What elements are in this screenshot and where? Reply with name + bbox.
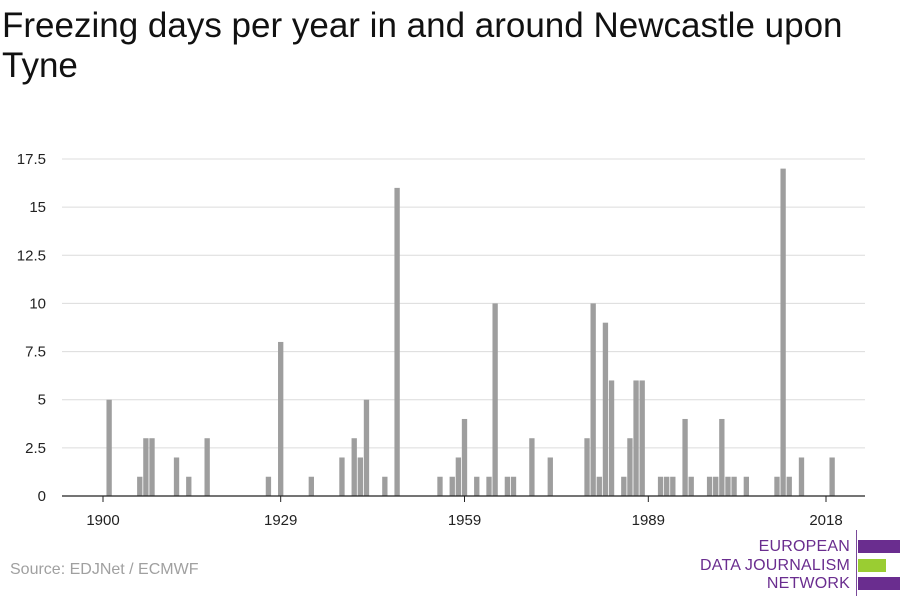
source-note: Source: EDJNet / ECMWF (10, 561, 199, 578)
bar[interactable] (173, 457, 180, 496)
bar[interactable] (621, 476, 627, 496)
bar[interactable] (584, 438, 590, 496)
bar[interactable] (713, 476, 719, 496)
bar[interactable] (547, 457, 553, 496)
bar[interactable] (786, 476, 792, 496)
x-tick-label: 1959 (448, 512, 481, 529)
x-tick-label: 2018 (809, 512, 842, 529)
bar[interactable] (504, 476, 511, 496)
bar[interactable] (186, 476, 192, 496)
bar[interactable] (510, 476, 517, 496)
bar[interactable] (627, 438, 633, 496)
bar[interactable] (639, 380, 645, 496)
bar[interactable] (265, 476, 272, 496)
y-tick-label: 12.5 (17, 247, 46, 264)
bar[interactable] (106, 399, 112, 496)
bar[interactable] (798, 457, 805, 496)
gridlines (62, 158, 865, 449)
logo-text-network: NETWORK (766, 575, 850, 592)
bar[interactable] (486, 476, 492, 496)
logo-text-data-journalism: DATA JOURNALISM (700, 557, 850, 574)
bar[interactable] (529, 438, 535, 496)
edjnet-logo[interactable]: EUROPEAN DATA JOURNALISM NETWORK (700, 530, 900, 600)
bar[interactable] (449, 476, 455, 496)
bar[interactable] (143, 438, 149, 496)
y-tick-label: 5 (38, 392, 46, 409)
logo-bar-bottom (858, 577, 900, 590)
bar[interactable] (657, 476, 664, 496)
bar[interactable] (725, 476, 731, 496)
bar[interactable] (351, 438, 357, 496)
bar[interactable] (437, 476, 443, 496)
bar[interactable] (774, 476, 780, 496)
bar[interactable] (492, 303, 498, 496)
bar[interactable] (474, 476, 480, 496)
bar[interactable] (204, 438, 210, 496)
logo-bar-top (858, 540, 900, 553)
bar-chart: 0 2.5 5 7.5 10 12.5 15 17.5 1900 1929 1959 1989 2018 (17, 151, 865, 529)
bar[interactable] (602, 322, 609, 496)
bar[interactable] (308, 476, 314, 496)
bar[interactable] (382, 476, 388, 496)
y-tick-label: 10 (29, 295, 46, 312)
bar[interactable] (455, 457, 462, 496)
bar[interactable] (137, 476, 143, 496)
axes: 0 2.5 5 7.5 10 12.5 15 17.5 1900 1929 1959 1989 2018 (17, 151, 865, 529)
x-tick-label: 1929 (264, 512, 297, 529)
bar[interactable] (278, 341, 284, 496)
bar[interactable] (682, 418, 688, 496)
y-tick-label: 15 (29, 199, 46, 216)
bars (106, 168, 835, 496)
bar[interactable] (664, 476, 670, 496)
bar[interactable] (688, 476, 694, 496)
y-tick-label: 2.5 (25, 440, 46, 457)
bar[interactable] (461, 418, 468, 496)
bar[interactable] (743, 476, 750, 496)
bar[interactable] (596, 476, 602, 496)
x-tick-label: 1900 (86, 512, 119, 529)
bar[interactable] (633, 380, 639, 496)
bar[interactable] (719, 418, 725, 496)
logo-text-european: EUROPEAN (758, 538, 850, 555)
bar[interactable] (149, 438, 155, 496)
bar[interactable] (706, 476, 713, 496)
x-tick-label: 1989 (632, 512, 665, 529)
bar[interactable] (670, 476, 676, 496)
chart-title: Freezing days per year in and around New… (2, 6, 843, 85)
bar[interactable] (780, 168, 786, 496)
bar[interactable] (731, 476, 737, 496)
logo-divider (856, 530, 857, 596)
logo-bar-middle (858, 559, 886, 572)
bar[interactable] (363, 399, 370, 496)
bar[interactable] (608, 380, 615, 496)
bar[interactable] (829, 457, 835, 496)
bar[interactable] (590, 303, 596, 496)
y-tick-label: 7.5 (25, 344, 46, 361)
bar[interactable] (357, 457, 364, 496)
bar[interactable] (339, 457, 345, 496)
y-tick-label: 17.5 (17, 151, 46, 168)
y-tick-label: 0 (38, 488, 46, 505)
bar[interactable] (394, 187, 400, 496)
